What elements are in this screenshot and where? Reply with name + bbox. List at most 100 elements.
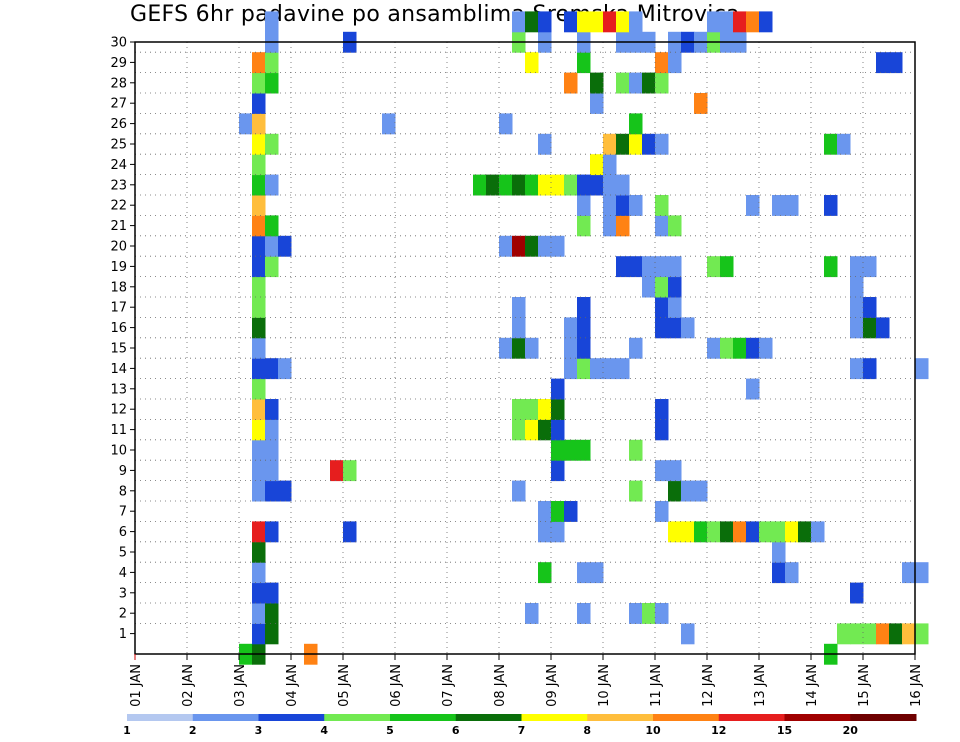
heatmap-cell — [265, 439, 279, 461]
heatmap-cell — [824, 195, 838, 216]
heatmap-cell — [655, 399, 669, 420]
heatmap-cell — [655, 603, 669, 624]
heatmap-cell — [668, 317, 682, 339]
heatmap-cell — [252, 317, 266, 339]
y-tick-label: 23 — [110, 178, 127, 193]
heatmap-cell — [265, 460, 279, 482]
heatmap-cell — [577, 11, 591, 33]
colorbar-swatch — [850, 714, 917, 721]
heatmap-cell — [278, 358, 292, 380]
colorbar-label: 8 — [583, 724, 591, 737]
heatmap-cell — [655, 215, 669, 237]
heatmap-cell — [590, 11, 604, 33]
heatmap-cell — [525, 11, 539, 33]
heatmap-cell — [772, 562, 786, 584]
y-tick-label: 29 — [110, 56, 127, 71]
heatmap-cell — [551, 399, 565, 420]
heatmap-cell — [681, 521, 695, 543]
heatmap-cell — [629, 256, 643, 278]
heatmap-cell — [837, 623, 851, 645]
heatmap-cell — [252, 297, 266, 318]
heatmap-cell — [330, 460, 344, 482]
colorbar-label: 5 — [386, 724, 394, 737]
heatmap-cell — [252, 72, 266, 94]
heatmap-cell — [642, 72, 656, 94]
heatmap-cell — [252, 235, 266, 257]
heatmap-cell — [603, 133, 617, 155]
heatmap-cell — [590, 174, 604, 196]
heatmap-cell — [694, 480, 708, 502]
x-tick-label: 03 JAN — [233, 664, 248, 707]
heatmap-cell — [785, 195, 799, 216]
heatmap-cell — [577, 337, 591, 359]
heatmap-cell — [499, 235, 513, 257]
heatmap-cell — [265, 11, 279, 33]
heatmap-cell — [824, 133, 838, 155]
heatmap-cell — [681, 623, 695, 645]
heatmap-cell — [902, 623, 916, 645]
heatmap-cell — [252, 154, 266, 176]
heatmap-cell — [265, 174, 279, 196]
y-tick-label: 17 — [110, 301, 127, 316]
colorbar-label: 3 — [255, 724, 263, 737]
colorbar-label: 15 — [777, 724, 792, 737]
x-tick-label: 09 JAN — [545, 664, 560, 707]
heatmap-cell — [603, 358, 617, 380]
heatmap-cell — [512, 419, 526, 441]
heatmap-cell — [577, 317, 591, 339]
heatmap-cell — [863, 317, 877, 339]
heatmap-cell — [538, 235, 552, 257]
heatmap-cell — [889, 623, 903, 645]
heatmap-cell — [265, 623, 279, 645]
heatmap-cell — [265, 133, 279, 155]
heatmap-cell — [733, 521, 747, 543]
heatmap-cell — [590, 358, 604, 380]
heatmap-cell — [551, 419, 565, 441]
heatmap-cell — [668, 480, 682, 502]
y-tick-label: 6 — [119, 525, 127, 540]
heatmap-cell — [746, 11, 760, 33]
heatmap-cell — [538, 562, 552, 584]
y-tick-label: 22 — [110, 199, 127, 214]
heatmap-cell — [525, 399, 539, 420]
heatmap-cell — [694, 93, 708, 114]
colorbar-swatch — [127, 714, 194, 721]
heatmap-cell — [629, 337, 643, 359]
heatmap-cell — [629, 195, 643, 216]
heatmap-cell — [720, 337, 734, 359]
y-tick-label: 10 — [110, 444, 127, 459]
heatmap-cell — [629, 133, 643, 155]
heatmap-cell — [564, 317, 578, 339]
x-tick-label: 10 JAN — [597, 664, 612, 707]
heatmap-cell — [668, 276, 682, 298]
heatmap-cell — [707, 337, 721, 359]
heatmap-cell — [265, 419, 279, 441]
heatmap-cell — [252, 562, 266, 584]
y-tick-label: 26 — [110, 117, 127, 132]
colorbar-label: 1 — [123, 724, 131, 737]
heatmap-cell — [772, 541, 786, 563]
heatmap-cell — [681, 317, 695, 339]
heatmap-cell — [863, 256, 877, 278]
heatmap-cell — [668, 215, 682, 237]
heatmap-cell — [252, 439, 266, 461]
colorbar-label: 10 — [645, 724, 661, 737]
colorbar-swatch — [324, 714, 391, 721]
x-tick-label: 14 JAN — [805, 664, 820, 707]
heatmap-cell — [577, 297, 591, 318]
colorbar-swatch — [192, 714, 259, 721]
heatmap-cell — [512, 480, 526, 502]
grid-lines — [135, 42, 915, 654]
heatmap-cell — [850, 276, 864, 298]
heatmap-cell — [629, 113, 643, 135]
heatmap-cell — [538, 399, 552, 420]
heatmap-cell — [525, 235, 539, 257]
colorbar-label: 2 — [189, 724, 197, 737]
heatmap-cell — [538, 11, 552, 33]
heatmap-cell — [278, 235, 292, 257]
heatmap-cell — [538, 174, 552, 196]
y-tick-label: 8 — [119, 484, 127, 499]
heatmap-cell — [512, 235, 526, 257]
heatmap-cell — [850, 623, 864, 645]
heatmap-cell — [577, 439, 591, 461]
